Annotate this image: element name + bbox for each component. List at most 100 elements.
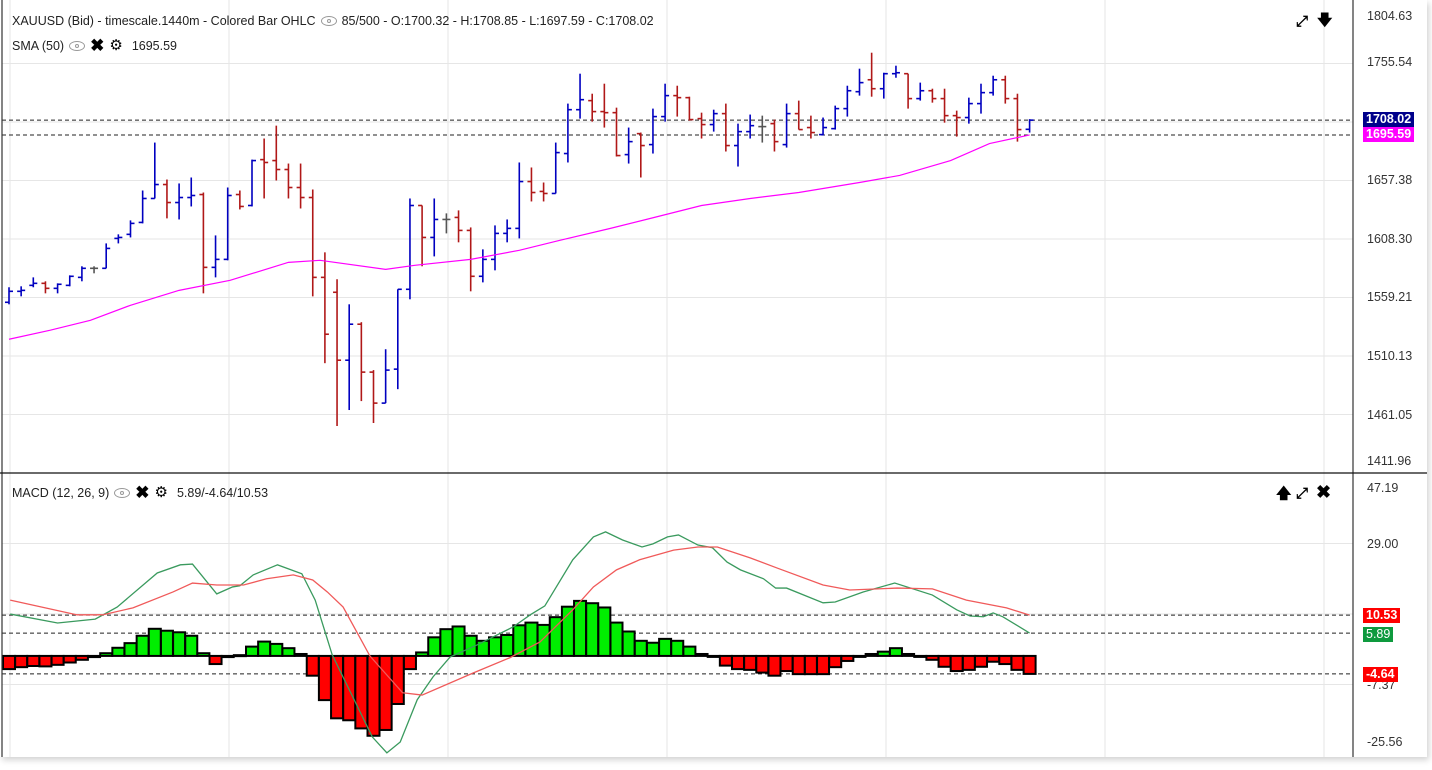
price-axis-label: 1755.54 (1367, 55, 1413, 69)
histogram-bar (767, 654, 782, 677)
histogram-bar (74, 654, 89, 661)
ohlc-bar (357, 322, 366, 402)
histogram-bar (1010, 654, 1025, 671)
histogram-bar (50, 654, 65, 666)
ohlc-bar (333, 279, 342, 426)
histogram-bar (512, 624, 527, 657)
histogram-bar (974, 654, 988, 668)
histogram-bar (232, 654, 247, 658)
ohlc-bar (673, 85, 682, 117)
histogram-bar (38, 654, 53, 668)
histogram-bar (111, 646, 126, 657)
histogram-bar (378, 654, 393, 731)
signal-tag: 10.53 (1363, 608, 1401, 623)
ohlc-bar (223, 187, 232, 261)
ohlc-bar (369, 370, 378, 424)
histogram-bar (123, 642, 138, 657)
eye-icon[interactable] (320, 16, 337, 26)
histogram-bar (415, 651, 430, 657)
ohlc-info: 85/500 - O:1700.32 - H:1708.85 - L:1697.… (341, 14, 654, 28)
ohlc-bar (308, 189, 317, 297)
price-axis-label: 1804.63 (1367, 9, 1413, 23)
macd-histogram (2, 599, 1037, 737)
ohlc-bar (977, 83, 985, 114)
arrow-up-icon[interactable]: 🡅 (1276, 485, 1292, 502)
price-axis-label: 1657.38 (1367, 173, 1413, 187)
close-icon[interactable]: ✖ (135, 483, 150, 502)
histogram-bar (731, 654, 745, 671)
ohlc-bar (612, 107, 621, 157)
ohlc-bar (187, 177, 196, 207)
histogram-bar (706, 654, 721, 658)
ohlc-bar (430, 198, 439, 257)
histogram-bar (694, 652, 709, 657)
gear-icon[interactable]: ⚙ (109, 37, 123, 54)
ohlc-bar (697, 112, 706, 139)
histogram-bar (913, 654, 928, 658)
histogram-bar (475, 639, 490, 657)
eye-icon[interactable] (114, 488, 131, 498)
ohlc-bar (539, 182, 548, 202)
ohlc-bar (709, 109, 718, 132)
close-icon[interactable]: ✖ (90, 36, 105, 55)
histogram-bar (816, 654, 831, 676)
histogram-bar (402, 654, 417, 671)
ohlc-bar (442, 213, 451, 234)
price-axis-label: 1461.05 (1367, 408, 1413, 422)
histogram-bar (925, 654, 940, 661)
ohlc-bar (782, 103, 791, 148)
histogram-bar (500, 633, 515, 657)
histogram-bar (888, 647, 903, 657)
gear-icon[interactable]: ⚙ (154, 484, 168, 501)
symbol-title: XAUUSD (Bid) - timescale.1440m - Colored… (12, 14, 316, 28)
ohlc-bar (661, 83, 670, 122)
expand-icon[interactable]: ⤢ (1296, 13, 1309, 30)
histogram-bar (901, 652, 916, 657)
chart-window: XAUUSD (Bid) - timescale.1440m - Colored… (0, 0, 1427, 757)
ohlc-bar (248, 159, 256, 207)
ohlc-bar (952, 110, 961, 137)
ohlc-bar (648, 108, 657, 154)
ohlc-bar (940, 88, 949, 123)
ohlc-bar (41, 281, 50, 294)
eye-icon[interactable] (69, 41, 86, 51)
ohlc-bar (199, 192, 208, 294)
histogram-bar (26, 654, 41, 668)
ohlc-bar (734, 123, 742, 167)
ohlc-bar (418, 204, 427, 267)
histogram-bar (14, 654, 29, 669)
histogram-bar (621, 630, 636, 657)
histogram-bar (342, 654, 357, 722)
histogram-bar (961, 654, 976, 671)
ohlc-bar (624, 127, 633, 164)
ohlc-bar (29, 277, 38, 288)
ohlc-bar (211, 235, 220, 278)
ohlc-bar (551, 142, 560, 195)
histogram-bar (998, 654, 1013, 666)
ohlc-bars (5, 52, 1034, 426)
ohlc-bar (964, 97, 973, 124)
histogram-bar (390, 654, 405, 705)
histogram-bar (172, 631, 187, 657)
signal-line (10, 546, 1030, 696)
macd-values: 5.89/-4.64/10.53 (176, 486, 269, 500)
expand-icon[interactable]: ⤢ (1296, 485, 1309, 502)
close-pane-icon[interactable]: ✖ (1316, 482, 1332, 502)
histogram-bar (670, 639, 685, 657)
histogram-bar (488, 636, 502, 657)
histogram-bar (147, 627, 162, 657)
histogram-bar (828, 654, 843, 669)
arrow-down-icon[interactable]: 🡇 (1317, 12, 1333, 29)
ohlc-bar (150, 142, 159, 200)
histogram-bar (317, 654, 332, 702)
macd-axis-label: 29.00 (1367, 537, 1399, 551)
histogram-bar (305, 654, 320, 677)
histogram-bar (524, 621, 539, 657)
histogram-bar (791, 654, 806, 676)
ohlc-bar (90, 266, 99, 274)
ohlc-bar (515, 162, 524, 239)
sma-value: 1695.59 (131, 39, 177, 53)
histogram-bar (876, 650, 891, 657)
ohlc-bar (843, 85, 852, 117)
